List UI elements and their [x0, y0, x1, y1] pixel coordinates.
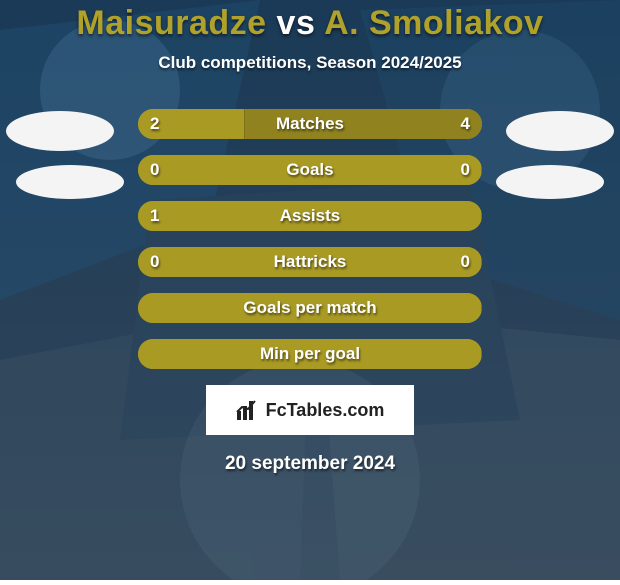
stat-bars: 24Matches 00Goals 1Assists 00Hattricks Goals…: [138, 109, 482, 369]
stat-bar-left-fill: [138, 201, 482, 231]
player1-avatar-placeholder: [6, 111, 114, 151]
title-player1: Maisuradze: [76, 4, 266, 42]
stat-row: 00Goals: [138, 155, 482, 185]
player2-team-placeholder: [496, 165, 604, 199]
stat-row: Goals per match: [138, 293, 482, 323]
brand-text: FcTables.com: [266, 400, 385, 421]
stat-bar-right-fill: [245, 109, 482, 139]
brand-box: FcTables.com: [206, 385, 414, 435]
stat-row: 1Assists: [138, 201, 482, 231]
stat-bar-left-fill: [138, 109, 245, 139]
stat-bar-left-fill: [138, 339, 482, 369]
stat-bar-left-fill: [138, 155, 482, 185]
stat-row: 00Hattricks: [138, 247, 482, 277]
brand-logo-icon: [236, 399, 260, 421]
title-vs: vs: [277, 4, 316, 42]
stat-row: Min per goal: [138, 339, 482, 369]
stat-bar-left-fill: [138, 247, 482, 277]
stat-bar-left-fill: [138, 293, 482, 323]
player1-team-placeholder: [16, 165, 124, 199]
stat-row: 24Matches: [138, 109, 482, 139]
stats-area: 24Matches 00Goals 1Assists 00Hattricks Goals…: [0, 109, 620, 369]
date-label: 20 september 2024: [0, 453, 620, 475]
player2-avatar-placeholder: [506, 111, 614, 151]
title-player2: A. Smoliakov: [324, 4, 544, 42]
page-title: Maisuradze vs A. Smoliakov: [0, 4, 620, 43]
subtitle: Club competitions, Season 2024/2025: [0, 53, 620, 73]
